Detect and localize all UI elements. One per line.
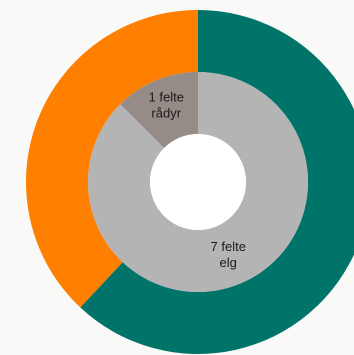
- slice-label-line: 1 felte: [149, 89, 184, 104]
- donut-hole: [150, 134, 246, 230]
- slice-label-inner-1: 1 felte rådyr: [149, 89, 184, 120]
- slice-label-line: rådyr: [151, 105, 181, 120]
- inner-slice-1: [120, 72, 198, 149]
- outer-ring: [26, 10, 354, 354]
- slice-label-line: elg: [220, 255, 237, 270]
- slice-labels: 7 felte elg 1 felte rådyr: [149, 89, 246, 270]
- slice-label-line: 7 felte: [211, 239, 246, 254]
- outer-slice-1: [26, 10, 198, 308]
- slice-label-inner-0: 7 felte elg: [211, 239, 246, 270]
- outer-slice-0: [80, 10, 354, 354]
- inner-ring: [87, 72, 309, 292]
